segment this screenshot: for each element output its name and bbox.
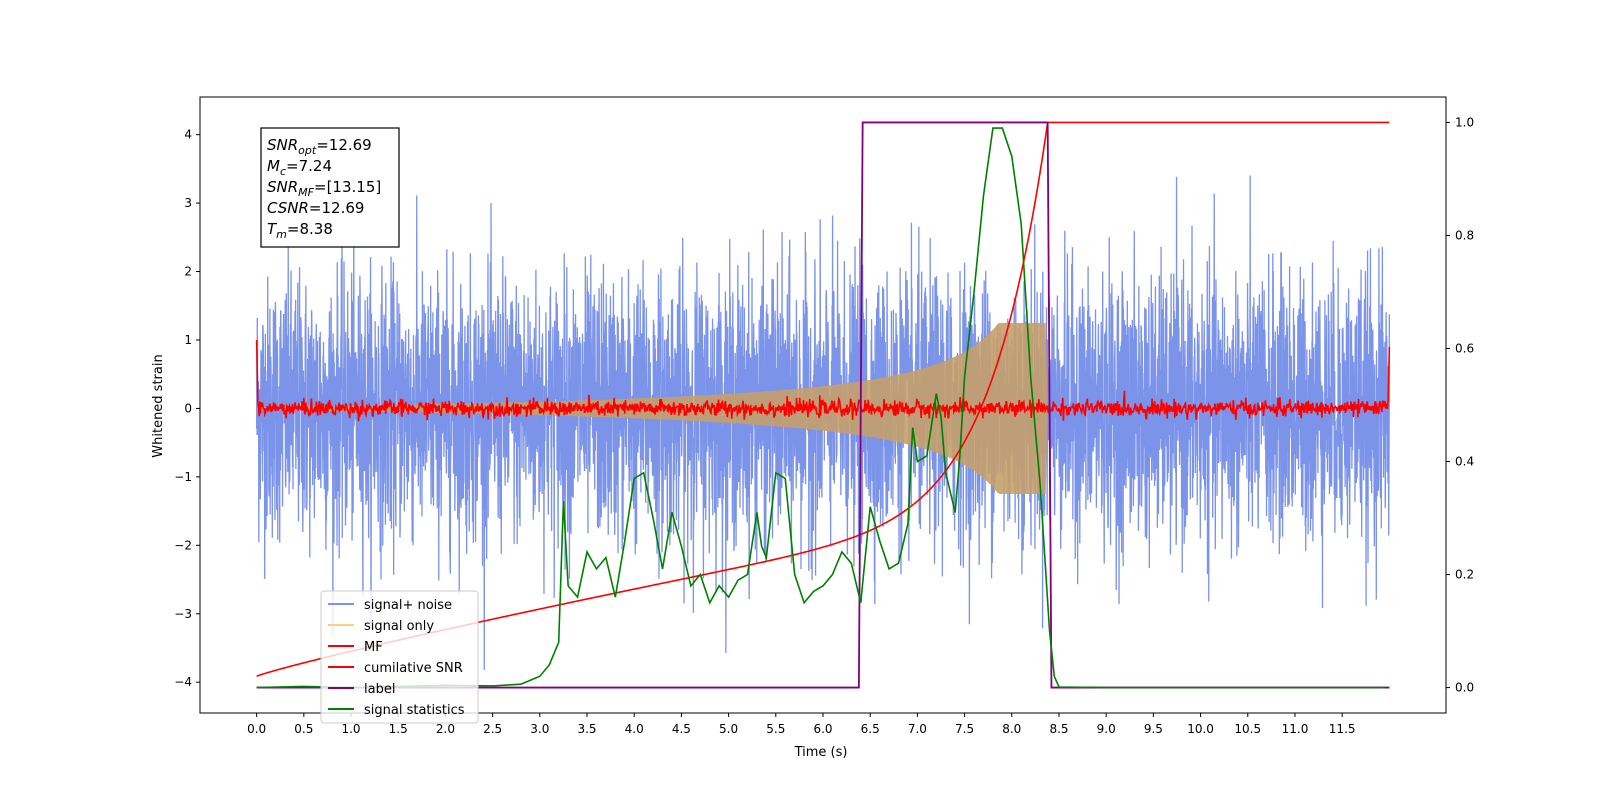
annotation-line: SNRopt=12.69 (267, 136, 372, 157)
y-left-tick-label: −1 (174, 470, 192, 484)
x-tick-label: 10.5 (1234, 722, 1261, 736)
x-tick-label: 7.0 (908, 722, 927, 736)
x-tick-label: 2.5 (483, 722, 502, 736)
legend-label: MF (364, 640, 383, 655)
x-tick-label: 5.0 (719, 722, 738, 736)
y-left-tick-label: 1 (184, 333, 192, 347)
annotation-line: SNRMF=[13.15] (267, 178, 381, 199)
series-signal-statistics-line (256, 127, 1385, 689)
annotation-frame (260, 127, 400, 248)
x-tick-label: 6.5 (861, 722, 880, 736)
y-right-tick-label: 0.0 (1455, 681, 1474, 695)
y-right-tick-label: 0.8 (1455, 228, 1474, 242)
annotation-line: Tm=8.38 (267, 220, 333, 241)
x-tick-label: 2.0 (436, 722, 455, 736)
y-left-tick-label: 2 (184, 265, 192, 279)
y-right-tick-label: 0.6 (1455, 341, 1474, 355)
x-tick-label: 9.5 (1144, 722, 1163, 736)
legend-label: signal+ noise (364, 598, 452, 613)
x-tick-label: 1.5 (389, 722, 408, 736)
x-tick-label: 11.5 (1329, 722, 1356, 736)
legend-label: signal only (364, 619, 434, 634)
y-left-tick-label: −4 (174, 675, 192, 689)
y-left-tick-label: 0 (184, 401, 192, 415)
x-tick-label: 5.5 (766, 722, 785, 736)
legend-label: label (364, 682, 395, 697)
axes: 0.0 0.5 1.0 1.5 2.0 2.5 3.0 3.5 4.0 4.5 5.0 5.5 6.0 6… (174, 115, 1474, 736)
x-tick-label: 10.0 (1187, 722, 1214, 736)
y-left-tick-label: −2 (174, 538, 192, 552)
y-left-tick-label: 4 (184, 128, 192, 142)
y-right-tick-label: 1.0 (1455, 115, 1474, 129)
legend-label: cumilative SNR (364, 661, 463, 676)
legend-label: signal statistics (364, 703, 465, 718)
x-tick-label: 4.5 (672, 722, 691, 736)
legend-frame (320, 590, 479, 724)
x-tick-label: 0.5 (294, 722, 313, 736)
x-tick-label: 1.0 (341, 722, 360, 736)
x-tick-label: 8.0 (1002, 722, 1021, 736)
annotation-box: SNRopt=12.69Mc=7.24SNRMF=[13.15]CSNR=12.… (260, 127, 400, 248)
annotation-line: Mc=7.24 (267, 157, 332, 178)
x-tick-label: 3.5 (577, 722, 596, 736)
x-tick-label: 9.0 (1097, 722, 1116, 736)
y-right-tick-label: 0.2 (1455, 568, 1474, 582)
x-tick-label: 4.0 (625, 722, 644, 736)
annotation-line: CSNR=12.69 (267, 199, 364, 217)
x-tick-label: 6.0 (813, 722, 832, 736)
y-axis-label: Whitened strain (151, 354, 166, 457)
x-tick-label: 3.0 (530, 722, 549, 736)
legend: signal+ noise signal only MF cumilative SNR… (320, 590, 479, 724)
x-tick-label: 8.5 (1049, 722, 1068, 736)
y-right-tick-label: 0.4 (1455, 455, 1474, 469)
x-tick-label: 7.5 (955, 722, 974, 736)
y-left-tick-label: 3 (184, 196, 192, 210)
x-tick-label: 11.0 (1282, 722, 1309, 736)
x-axis-label: Time (s) (794, 745, 848, 760)
x-tick-label: 0.0 (247, 722, 266, 736)
series-mf-line (255, 339, 1391, 422)
y-left-tick-label: −3 (174, 607, 192, 621)
